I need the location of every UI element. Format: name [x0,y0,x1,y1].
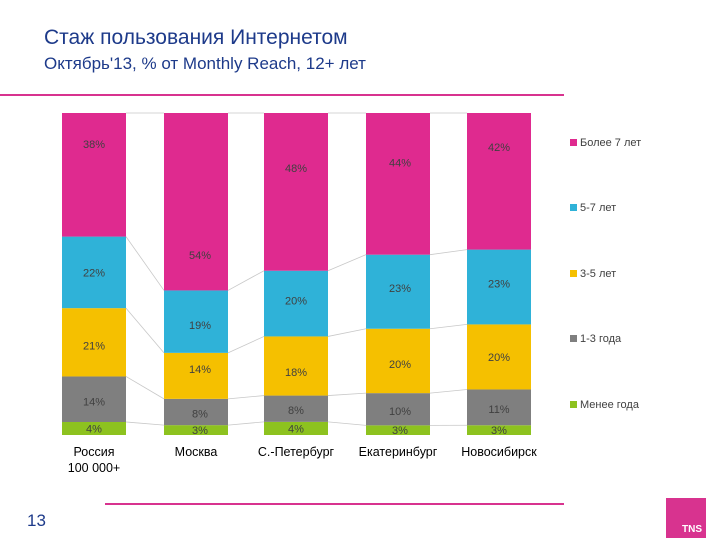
bar-segment [264,270,328,337]
bar-segment [366,393,430,426]
legend-label: 1-3 года [580,333,622,345]
legend-swatch [570,139,577,146]
data-label: 48% [285,163,307,175]
connector-line [125,376,165,400]
data-label: 21% [83,341,105,353]
connector-line [327,328,367,337]
bar-segment [62,421,126,435]
category-label: Москва [175,445,218,459]
bar-segment [164,352,228,399]
data-label: 4% [86,423,102,435]
bar-segment [366,425,430,435]
bar-segment [264,421,328,435]
data-label: 3% [392,425,408,437]
bar-segment [164,425,228,435]
data-label: 4% [288,423,304,435]
data-label: 20% [488,352,510,364]
data-label: 14% [83,396,105,408]
data-label: 10% [389,406,411,418]
bar-segment [467,389,531,426]
connector-line [227,395,265,400]
bar-segment [467,324,531,390]
slide-subtitle: Октябрь'13, % от Monthly Reach, 12+ лет [44,54,366,73]
data-label: 23% [488,278,510,290]
data-label: 20% [389,359,411,371]
legend-swatch [570,204,577,211]
title-divider [0,94,564,96]
slide-title: Стаж пользования Интернетом [44,26,348,49]
connector-line [429,324,468,330]
bar-segment [467,113,531,250]
connector-line [327,421,367,426]
legend-label: 5-7 лет [580,202,616,214]
data-label: 3% [491,425,507,437]
data-label: 23% [389,283,411,295]
bar-segment [164,113,228,291]
category-label: Екатеринбург [359,445,438,459]
category-label: С.-Петербург [258,445,335,459]
connector-line [227,421,265,426]
bar-segment [264,113,328,271]
data-label: 20% [285,295,307,307]
legend-label: 3-5 лет [580,268,616,280]
bar-segment [164,290,228,353]
bar-segment [366,254,430,329]
page-number: 13 [27,511,46,530]
connector-line [227,270,265,291]
category-label: Новосибирск [461,445,537,459]
data-label: 11% [488,404,509,416]
footer-divider [105,503,564,505]
legend-swatch [570,335,577,342]
connector-line [125,307,165,354]
data-label: 42% [488,142,510,154]
data-label: 44% [389,158,411,170]
tns-logo-text: TNS [682,524,702,535]
connector-line [125,421,165,426]
category-label: Россия [74,445,115,459]
data-label: 18% [285,367,307,379]
data-label: 8% [288,405,304,417]
data-label: 19% [189,320,211,332]
legend-swatch [570,401,577,408]
category-label: 100 000+ [68,461,120,475]
connector-line [429,249,468,256]
tns-logo: TNS [666,498,706,538]
bar-segment [62,308,126,377]
connector-line [327,254,367,272]
legend-swatch [570,270,577,277]
connector-line [125,236,165,291]
bar-segment [62,376,126,422]
legend-label: Менее года [580,399,640,411]
data-label: 54% [189,250,211,262]
connector-line [327,392,367,396]
data-label: 3% [192,425,208,437]
data-label: 14% [189,364,211,376]
data-label: 22% [83,267,105,279]
bar-segment [62,236,126,309]
bar-segment [366,328,430,394]
connector-line [429,389,468,394]
bar-segment [264,336,328,396]
connector-line [227,336,265,354]
bar-segment [164,398,228,426]
bar-segment [264,395,328,422]
data-label: 8% [192,408,208,420]
bar-segment [467,249,531,325]
bar-segment [62,113,126,237]
data-label: 38% [83,139,105,151]
bar-segment [366,113,430,255]
bar-segment [467,425,531,435]
legend-label: Более 7 лет [580,137,641,149]
